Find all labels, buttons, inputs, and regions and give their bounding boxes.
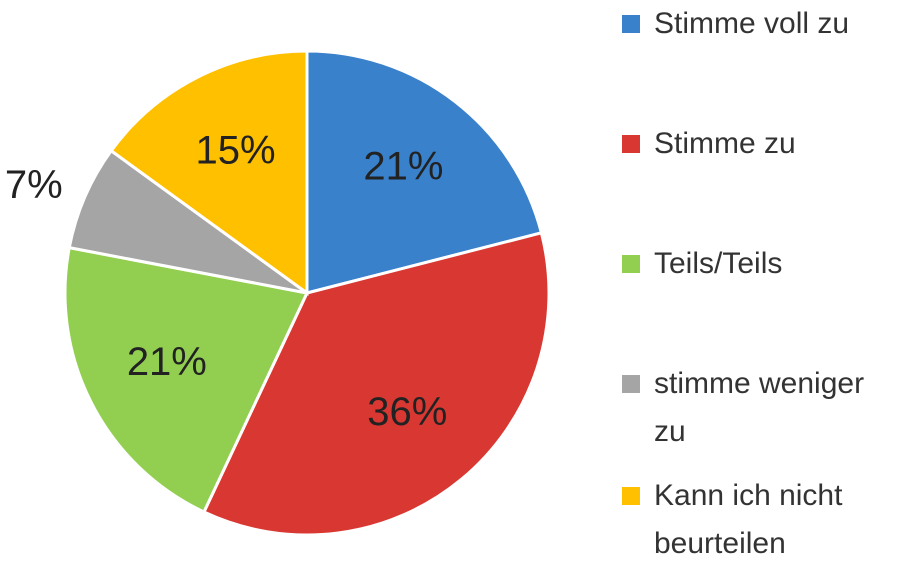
legend-item: stimme weniger zu: [622, 360, 892, 456]
legend-swatch: [622, 255, 640, 273]
legend-label: Stimme voll zu: [654, 7, 850, 40]
legend-swatch: [622, 487, 640, 505]
pie-slice: [67, 148, 308, 295]
data-label: 15%: [196, 128, 276, 172]
legend-label: stimme weniger zu: [654, 367, 865, 448]
legend-swatch: [622, 15, 640, 33]
legend-label: Teils/Teils: [654, 247, 783, 280]
legend-swatch: [622, 135, 640, 153]
legend-label: Stimme zu: [654, 127, 796, 160]
data-label: 7%: [5, 163, 63, 207]
data-label: 21%: [363, 144, 443, 188]
legend-label: Kann ich nicht beurteilen: [654, 479, 843, 560]
legend-item: Teils/Teils: [622, 240, 892, 288]
legend-swatch: [622, 375, 640, 393]
pie-slice: [63, 245, 310, 514]
pie-slice: [201, 230, 551, 537]
legend-item: Stimme voll zu: [622, 0, 892, 48]
pie-slice: [305, 49, 544, 295]
data-label: 36%: [367, 390, 447, 434]
legend-item: Kann ich nicht beurteilen: [622, 472, 892, 563]
legend-item: Stimme zu: [622, 120, 892, 168]
data-label: 21%: [127, 340, 207, 384]
pie-slice: [109, 49, 309, 296]
